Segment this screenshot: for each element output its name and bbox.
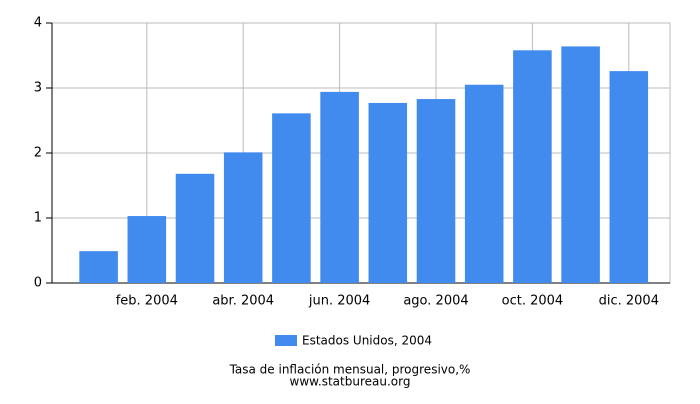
- y-tick-label: 2: [34, 146, 42, 161]
- x-tick-label: ago. 2004: [403, 294, 468, 309]
- bar: [320, 91, 359, 284]
- y-tick-label: 4: [34, 16, 42, 31]
- chart-title: Tasa de inflación mensual, progresivo,%: [229, 363, 471, 377]
- legend-label: Estados Unidos, 2004: [302, 334, 432, 348]
- x-tick-label: jun. 2004: [308, 294, 370, 309]
- bar: [175, 173, 215, 283]
- bar: [416, 99, 456, 283]
- x-tick-label: feb. 2004: [116, 294, 178, 309]
- legend-swatch: [275, 335, 297, 346]
- bar: [127, 216, 167, 283]
- y-tick-label: 3: [34, 81, 42, 96]
- x-tick-label: dic. 2004: [599, 294, 659, 309]
- y-tick-label: 1: [34, 211, 42, 226]
- x-tick-label: abr. 2004: [212, 294, 274, 309]
- source: www.statbureau.org: [290, 375, 411, 389]
- bar: [368, 102, 408, 283]
- y-tick-label: 0: [34, 276, 42, 291]
- bar: [561, 46, 600, 284]
- bar: [79, 251, 118, 283]
- bar: [272, 113, 311, 283]
- bar: [609, 71, 649, 283]
- bar: [513, 50, 552, 283]
- bar: [464, 84, 504, 283]
- x-tick-label: oct. 2004: [502, 294, 564, 309]
- bar: [223, 152, 263, 283]
